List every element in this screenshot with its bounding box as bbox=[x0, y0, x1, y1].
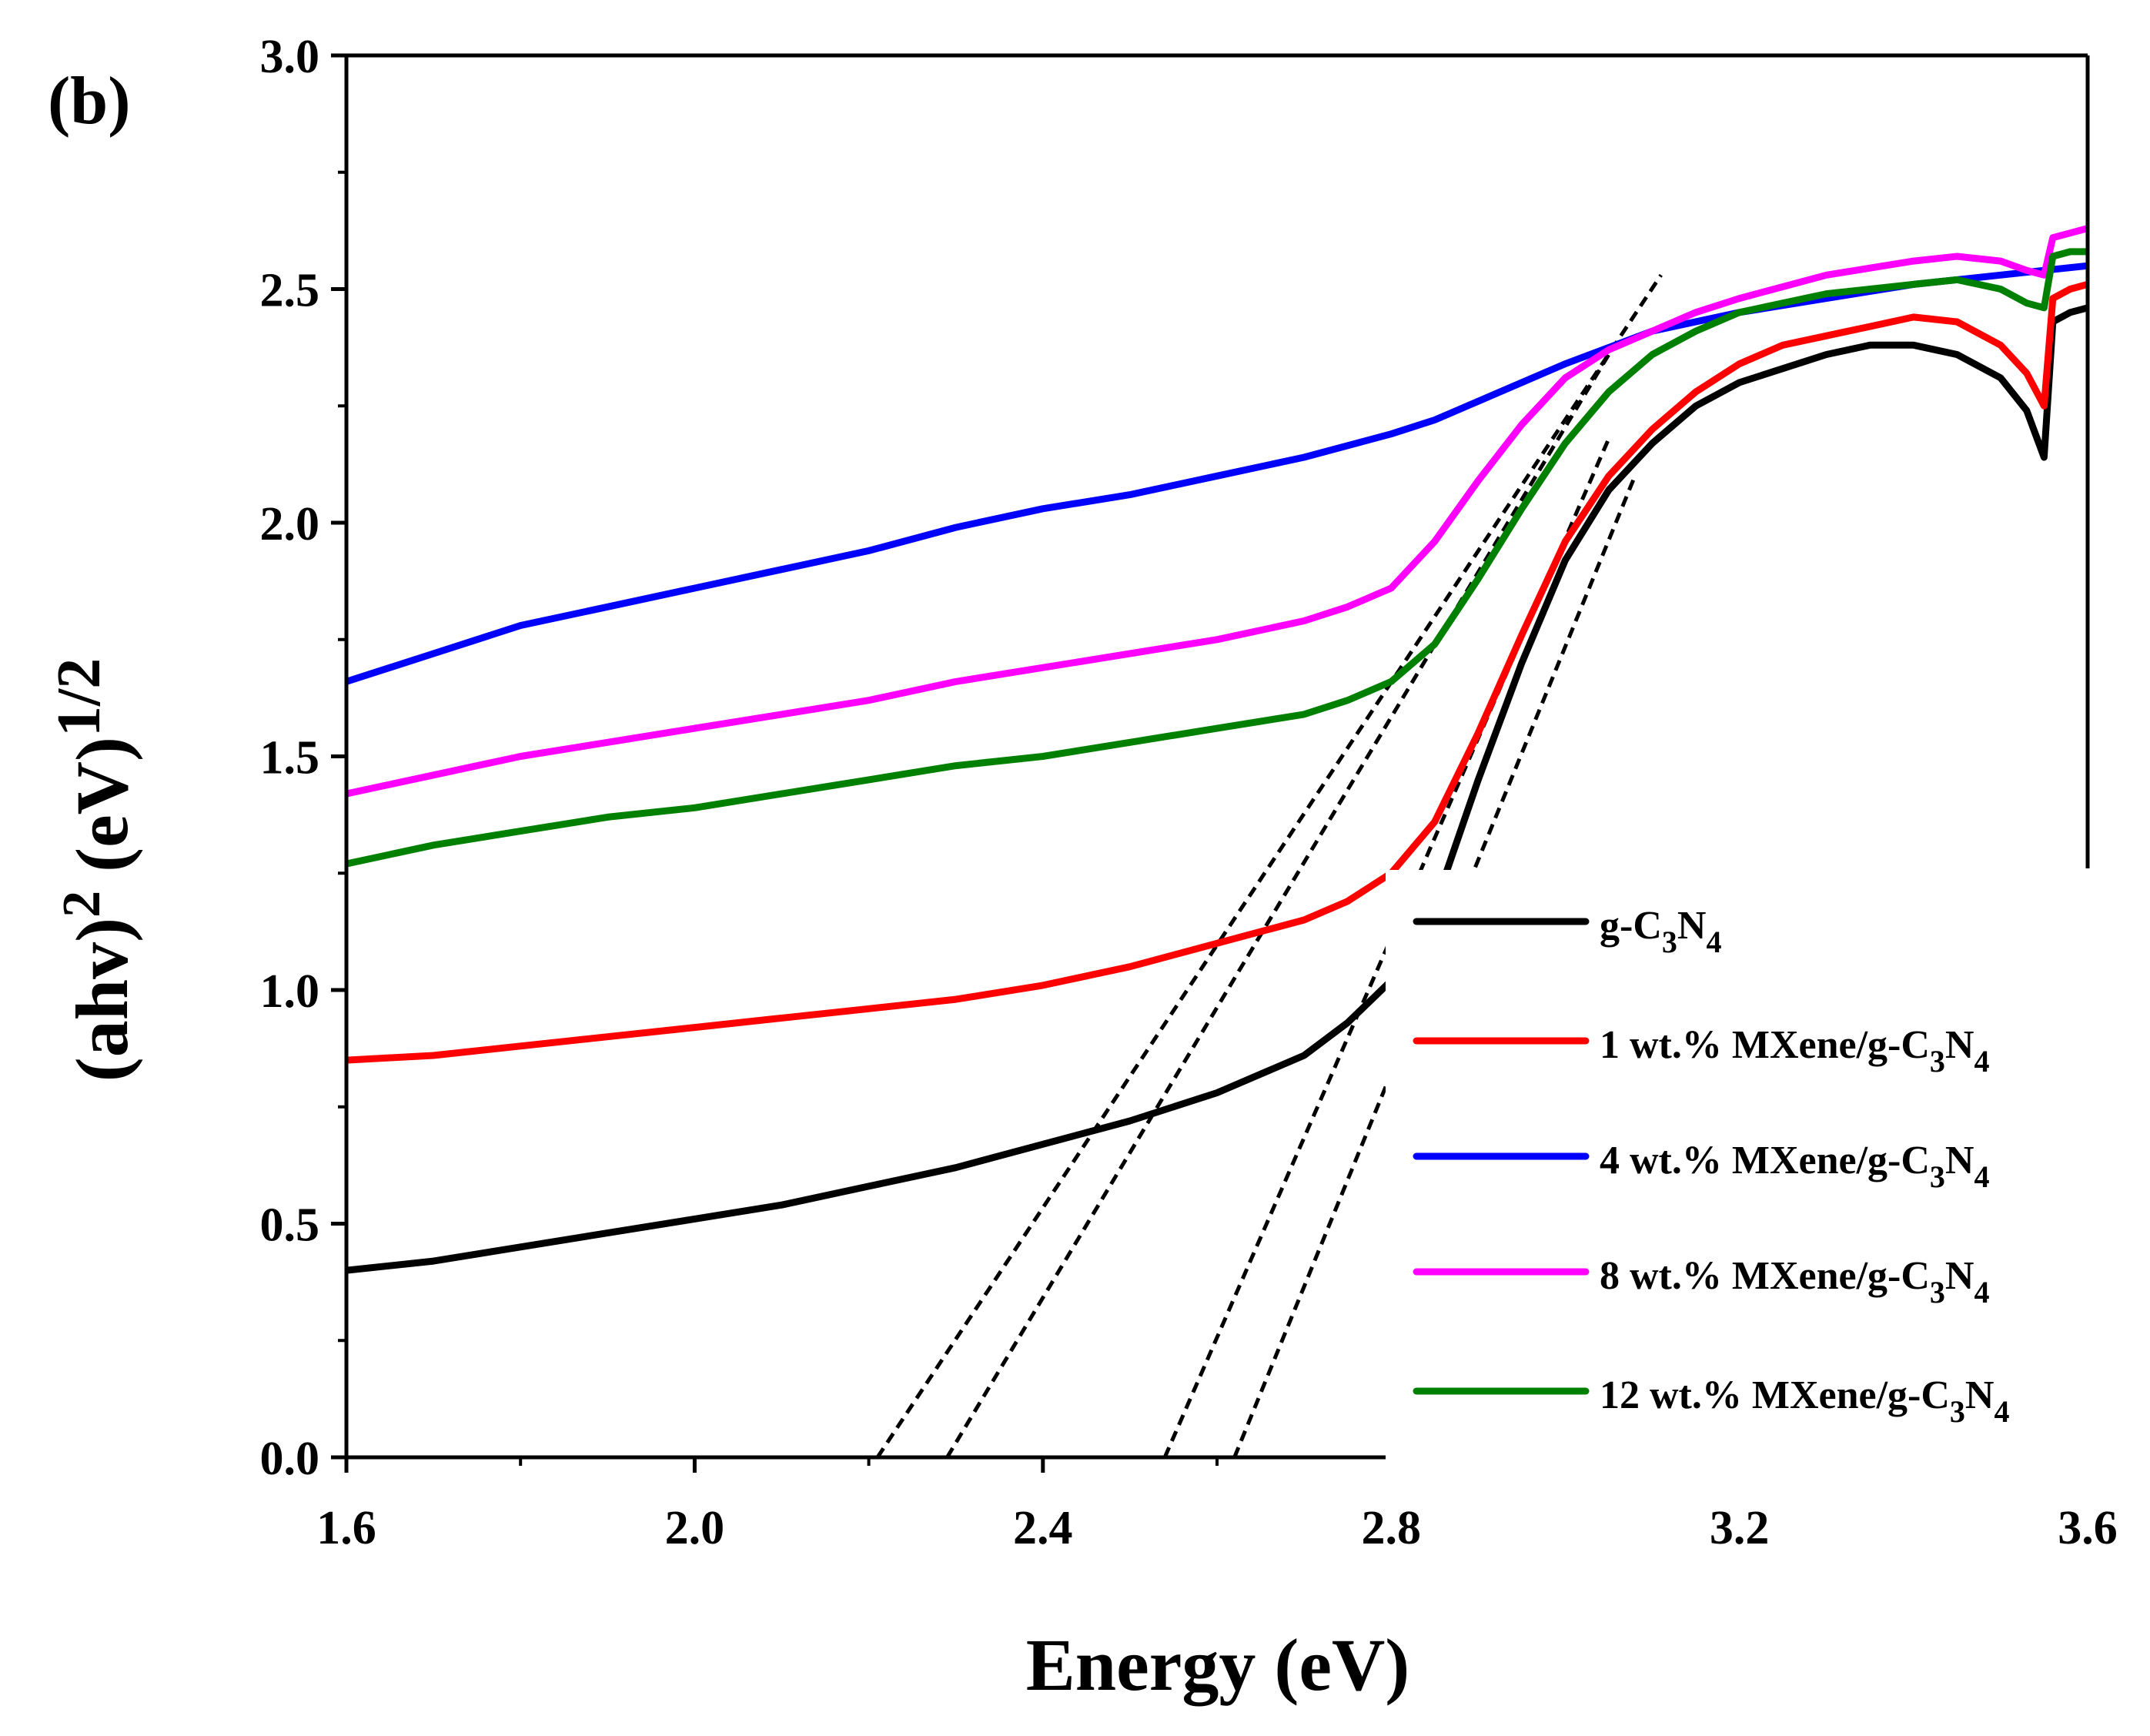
legend-sub-b-5: 4 bbox=[1994, 1394, 2009, 1429]
legend-label-4: 8 wt.% MXene/g-C3N4 bbox=[1600, 1254, 1989, 1310]
x-tick-label-2: 2.0 bbox=[665, 1502, 725, 1554]
y-axis-title: (ahv)2 (eV)1/2 bbox=[45, 658, 143, 1082]
y-tick-label-1: 0.0 bbox=[260, 1433, 320, 1485]
tangent-line-2 bbox=[945, 353, 1611, 1457]
legend-text-b-3: N bbox=[1945, 1139, 1974, 1182]
x-axis-title: Energy (eV) bbox=[1026, 1624, 1410, 1706]
legend-text-a-3: 4 wt.% MXene/g-C bbox=[1600, 1139, 1930, 1182]
y-tick-label-5: 2.0 bbox=[260, 498, 320, 550]
legend-label-3: 4 wt.% MXene/g-C3N4 bbox=[1600, 1139, 1989, 1194]
legend-sub-b-3: 4 bbox=[1974, 1159, 1989, 1194]
legend-sub-b-2: 4 bbox=[1974, 1044, 1989, 1079]
legend-text-b-2: N bbox=[1945, 1023, 1974, 1067]
x-tick-label-1: 1.6 bbox=[316, 1502, 376, 1554]
legend-sub-a-3: 3 bbox=[1930, 1159, 1945, 1194]
x-tick-label-3: 2.4 bbox=[1013, 1502, 1073, 1554]
series-line-3 bbox=[346, 262, 2088, 685]
tangent-line-1 bbox=[875, 273, 1663, 1457]
x-tick-label-4: 2.8 bbox=[1361, 1502, 1421, 1554]
legend-box bbox=[1386, 870, 2094, 1474]
y-tick-label-7: 3.0 bbox=[260, 31, 320, 83]
legend-sub-a-2: 3 bbox=[1930, 1044, 1945, 1079]
svg-text:(ahv)2 (eV)1/2: (ahv)2 (eV)1/2 bbox=[45, 658, 143, 1082]
panel-label: (b) bbox=[48, 64, 131, 139]
y-axis-title-sup1: 2 bbox=[52, 891, 112, 918]
series-line-1 bbox=[346, 304, 2088, 1274]
legend-text-b-1: N bbox=[1677, 904, 1707, 948]
legend-text-b-5: N bbox=[1965, 1373, 1995, 1417]
legend-sub-a-4: 3 bbox=[1930, 1275, 1945, 1310]
legend-sub-a-5: 3 bbox=[1950, 1394, 1965, 1429]
y-axis-title-sup2: 1/2 bbox=[45, 658, 113, 737]
series-line-5 bbox=[346, 248, 2088, 868]
legend-text-a-2: 1 wt.% MXene/g-C bbox=[1600, 1023, 1930, 1067]
legend-text-a-5: 12 wt.% MXene/g-C bbox=[1600, 1373, 1950, 1417]
y-tick-label-2: 0.5 bbox=[260, 1199, 320, 1252]
legend-label-5: 12 wt.% MXene/g-C3N4 bbox=[1600, 1373, 2009, 1429]
y-tick-label-4: 1.5 bbox=[260, 732, 320, 784]
legend-label-2: 1 wt.% MXene/g-C3N4 bbox=[1600, 1023, 1989, 1079]
series-line-4 bbox=[346, 225, 2088, 798]
legend-text-b-4: N bbox=[1945, 1254, 1974, 1298]
legend-sub-a-1: 3 bbox=[1662, 925, 1677, 959]
series-line-2 bbox=[346, 280, 2088, 1064]
legend-text-a-1: g-C bbox=[1600, 904, 1662, 948]
x-tick-label-5: 3.2 bbox=[1710, 1502, 1770, 1554]
y-tick-label-3: 1.0 bbox=[260, 965, 320, 1018]
legend-text-a-4: 8 wt.% MXene/g-C bbox=[1600, 1254, 1930, 1298]
y-tick-label-6: 2.5 bbox=[260, 265, 320, 317]
y-axis-title-base: (ahv) bbox=[61, 918, 143, 1082]
legend-sub-b-4: 4 bbox=[1974, 1275, 1989, 1310]
legend-sub-b-1: 4 bbox=[1706, 925, 1721, 959]
y-axis-title-mid: (eV) bbox=[61, 737, 143, 891]
legend-label-1: g-C3N4 bbox=[1600, 904, 1721, 959]
x-tick-label-6: 3.6 bbox=[2058, 1502, 2118, 1554]
